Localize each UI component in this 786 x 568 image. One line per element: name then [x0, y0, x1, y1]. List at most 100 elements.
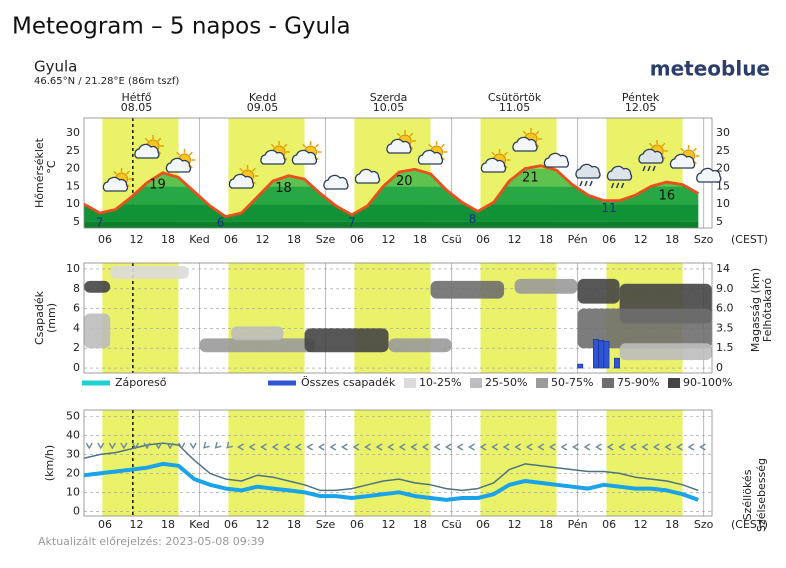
y2-tick-label: 20 — [716, 162, 730, 175]
x-tick-label: Pén — [568, 518, 588, 531]
x-tick-label: Szo — [694, 233, 714, 246]
y-tick-label: 25 — [66, 144, 80, 157]
wind-arrow — [410, 443, 418, 451]
y2-tick-label: 3.5 — [716, 321, 734, 334]
x-tick-label: 12 — [508, 233, 522, 246]
cloud-cover — [110, 265, 190, 279]
wind-arrow — [514, 443, 522, 451]
brand-logo: meteoblue — [650, 57, 770, 81]
wind-arrow — [306, 443, 314, 451]
wind-arrow — [687, 443, 695, 451]
y-tick-label: 0 — [73, 504, 80, 517]
x-tick-label: 06 — [602, 233, 616, 246]
cloud-cover — [231, 326, 284, 341]
precip-bar — [593, 339, 599, 369]
wind-arrow — [699, 443, 706, 451]
extreme-label: 21 — [522, 170, 539, 185]
wind-arrow — [214, 441, 222, 449]
wind-arrow — [237, 443, 244, 451]
wind-arrow — [203, 441, 210, 449]
icon-ray — [176, 151, 181, 156]
icon-ray — [503, 151, 508, 156]
wind-line — [84, 442, 699, 492]
wind-arrow — [85, 442, 93, 450]
x-tick-label: 06 — [602, 518, 616, 531]
x-tick-label: 06 — [350, 518, 364, 531]
icon-ray — [409, 132, 414, 137]
wind-arrow — [444, 443, 452, 451]
panel: 7 19 6 18 7 20 8 21 11 16 — [84, 118, 712, 229]
legend-entry: 10-25% — [419, 376, 461, 389]
icon-cloud — [638, 148, 664, 164]
cloud-cover — [514, 278, 578, 294]
icon-ray — [428, 143, 433, 148]
wind-arrow — [676, 443, 683, 451]
icon-ray — [522, 130, 527, 135]
x-tick-label: 12 — [508, 518, 522, 531]
wind-arrow — [352, 443, 360, 451]
wind-arrow — [131, 442, 140, 450]
axis-label: Hőmérséklet — [33, 137, 46, 208]
icon-ray — [693, 147, 697, 152]
wind-arrow — [189, 442, 197, 450]
wind-arrow — [456, 443, 464, 451]
x-tick-label: 18 — [287, 233, 301, 246]
y2-tick-label: 6.0 — [716, 302, 734, 315]
cloud-cover — [84, 280, 111, 293]
x-tick-label: 18 — [161, 518, 175, 531]
temperature-band — [84, 221, 712, 228]
wind-arrow — [548, 443, 556, 451]
wind-arrow — [120, 442, 128, 450]
y2-tick-label: 14 — [716, 262, 730, 275]
wind-arrow — [364, 443, 371, 451]
icon-ray — [314, 143, 319, 148]
x-tick-label: 12 — [634, 518, 648, 531]
precip-bar — [598, 339, 605, 369]
legend-entry: Szélsebesség — [755, 458, 768, 532]
wind-arrow — [560, 443, 568, 451]
wind-arrow — [248, 443, 256, 451]
icon-ray — [535, 130, 540, 135]
icon-ray — [125, 170, 130, 175]
x-tick-label: 12 — [382, 518, 396, 531]
wind-arrow — [260, 443, 267, 451]
icon-cloud — [386, 138, 412, 154]
axis-label: °C — [45, 160, 58, 174]
timezone-label: (CEST) — [731, 233, 768, 246]
wind-arrow — [537, 443, 545, 451]
y2-tick-label: 5 — [716, 215, 723, 228]
x-tick-label: Pén — [568, 233, 588, 246]
icon-cloud — [291, 149, 318, 165]
wind-arrow — [317, 443, 325, 451]
icon-cloud — [543, 152, 570, 168]
icon-cloud — [480, 157, 507, 173]
icon-cloud — [260, 149, 286, 165]
legend-entry: 25-50% — [485, 376, 527, 389]
cloud-cover — [619, 343, 712, 361]
cloud-cover — [577, 308, 712, 349]
x-tick-label: 06 — [224, 233, 238, 246]
location: Gyula — [34, 58, 77, 76]
daylight — [480, 410, 557, 516]
wind-arrow — [283, 443, 290, 451]
icon-cloud — [323, 174, 349, 190]
page-title: Meteogram – 5 napos - Gyula — [12, 14, 351, 40]
icon-ray — [648, 142, 653, 147]
y2-tick-label: 10 — [716, 197, 730, 210]
cloud-cover — [304, 328, 389, 353]
icon-cloud — [606, 165, 633, 181]
wind-arrow — [572, 443, 579, 451]
temperature-line — [84, 164, 699, 219]
x-tick-label: 12 — [130, 233, 144, 246]
legend-swatch — [602, 378, 614, 388]
extreme-label: 19 — [149, 178, 166, 193]
coordinates: 46.65°N / 21.28°E (86m tszf) — [34, 76, 179, 87]
daylight — [102, 263, 179, 373]
wind-arrow — [652, 443, 660, 451]
icon-rain — [642, 165, 646, 172]
legend-swatch — [668, 378, 680, 388]
daylight — [354, 410, 431, 516]
icon-ray — [680, 147, 685, 152]
extreme-label: 7 — [348, 215, 356, 229]
wind-arrow — [226, 441, 233, 449]
